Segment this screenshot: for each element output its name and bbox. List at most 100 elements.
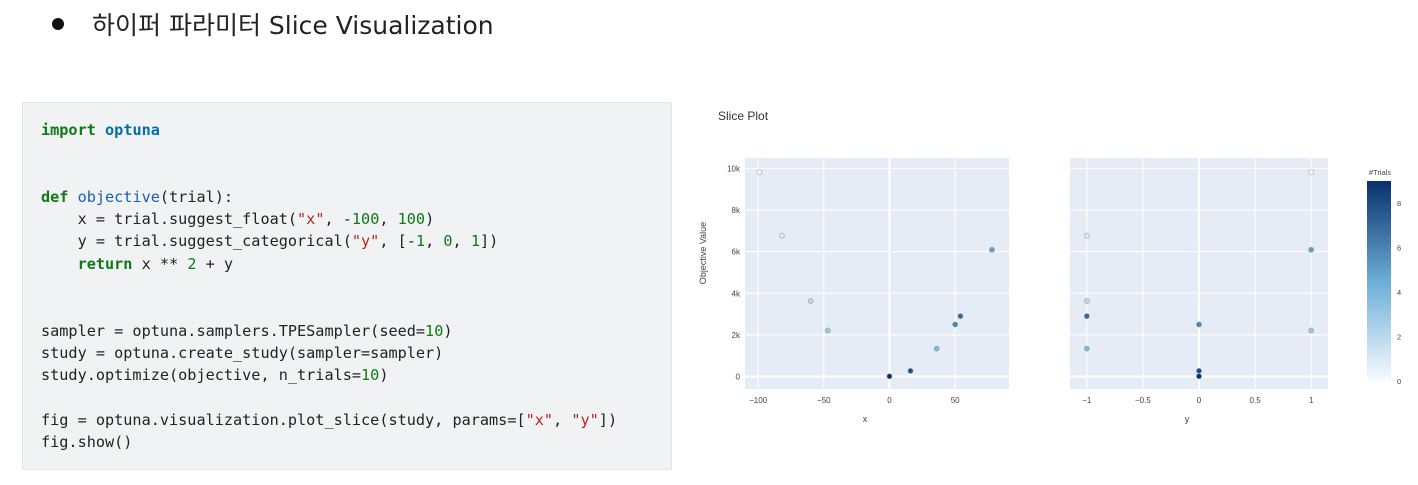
- code-token: return: [77, 254, 133, 273]
- code-token: 1: [470, 232, 480, 251]
- scatter-point: [886, 373, 893, 380]
- code-token: 100: [397, 210, 426, 229]
- scatter-point: [952, 321, 959, 328]
- scatter-point: [1308, 327, 1315, 334]
- code-token: "y": [571, 410, 599, 429]
- code-token: optuna: [105, 121, 160, 139]
- code-token: [96, 121, 105, 139]
- code-line: import optuna: [41, 121, 160, 139]
- code-token: [68, 188, 77, 206]
- plot-area: [745, 158, 1009, 389]
- code-token: fig = optuna.visualization.plot_slice(st…: [41, 410, 526, 429]
- x-tick-label: −100: [749, 396, 768, 405]
- scatter-point: [1196, 373, 1202, 380]
- scatter-point: [933, 345, 940, 352]
- code-token: 10: [425, 321, 444, 340]
- scatter-point: [1308, 246, 1315, 253]
- x-tick-label: −1: [1082, 396, 1092, 405]
- colorbar-tick-label: 0: [1397, 377, 1401, 386]
- x-tick-label: 50: [951, 396, 960, 405]
- code-token: , -: [324, 210, 352, 229]
- y-tick-label: 4k: [732, 289, 741, 298]
- code-token: "x": [525, 410, 554, 429]
- code-token: 2: [187, 254, 197, 273]
- code-token: [41, 255, 78, 273]
- code-line: def objective(trial):: [41, 188, 233, 206]
- code-line: y = trial.suggest_categorical("y", [-1, …: [41, 232, 499, 251]
- code-token: ]): [479, 232, 499, 251]
- slide-heading: 하이퍼 파라미터 Slice Visualization: [52, 6, 494, 42]
- y-tick-label: 0: [736, 373, 741, 382]
- code-token: ]): [598, 410, 618, 429]
- code-token: ): [425, 210, 435, 229]
- y-tick-label: 6k: [732, 248, 741, 257]
- code-token: 1: [415, 232, 426, 251]
- scatter-point: [1083, 232, 1090, 239]
- scatter-point: [778, 232, 785, 239]
- code-token: objective: [77, 187, 160, 206]
- code-token: ,: [425, 232, 444, 251]
- code-line: study.optimize(objective, n_trials=10): [41, 366, 388, 384]
- code-token: import: [41, 121, 96, 139]
- y-tick-label: 8k: [732, 206, 741, 215]
- code-token: y = trial.suggest_categorical(: [41, 232, 352, 251]
- scatter-point: [1083, 298, 1090, 304]
- code-token: ): [443, 321, 453, 340]
- scatter-point: [756, 169, 763, 176]
- code-token: ,: [379, 210, 398, 229]
- y-tick-label: 2k: [732, 331, 741, 340]
- scatter-point: [989, 246, 995, 253]
- y-axis-label: Objective Value: [698, 222, 708, 284]
- colorbar-tick-label: 4: [1397, 288, 1401, 297]
- y-tick-label: 10k: [727, 164, 741, 173]
- x-tick-label: −50: [817, 396, 831, 405]
- scatter-point: [1196, 321, 1202, 328]
- code-token: 0: [443, 232, 453, 251]
- code-line: fig = optuna.visualization.plot_slice(st…: [41, 411, 617, 429]
- colorbar-tick-label: 6: [1397, 244, 1401, 253]
- code-token: study.optimize(objective, n_trials=: [41, 366, 362, 385]
- x-tick-label: 0: [887, 396, 892, 405]
- code-token: study = optuna.create_study(sampler=samp…: [41, 343, 444, 362]
- code-token: ,: [553, 410, 572, 429]
- code-line: study = optuna.create_study(sampler=samp…: [41, 344, 443, 362]
- scatter-point: [1083, 345, 1090, 352]
- colorbar: [1367, 181, 1391, 381]
- slice-plot-chart: Slice Plot Objective Value −100 −50 0 50 0 2k 4k…: [698, 109, 1401, 424]
- x-tick-label: 1: [1309, 396, 1314, 405]
- code-line: x = trial.suggest_float("x", -100, 100): [41, 210, 435, 229]
- code-line: return x ** 2 + y: [41, 255, 233, 273]
- scatter-point: [957, 313, 964, 320]
- code-token: (trial):: [159, 187, 234, 206]
- code-line: fig.show(): [41, 433, 132, 451]
- code-token: x **: [132, 254, 188, 273]
- code-token: "x": [297, 210, 325, 229]
- code-token: ): [379, 366, 389, 385]
- scatter-point: [824, 327, 831, 334]
- code-token: sampler = optuna.samplers.TPESampler(see…: [41, 321, 426, 340]
- code-token: "y": [351, 232, 380, 251]
- colorbar-tick-label: 2: [1397, 333, 1401, 342]
- code-token: def: [41, 187, 69, 206]
- bullet-icon: [52, 18, 64, 30]
- code-token: 10: [361, 366, 380, 385]
- code-token: , [-: [379, 232, 416, 251]
- code-token: fig.show(): [41, 433, 133, 452]
- x-tick-label: 0.5: [1250, 396, 1262, 405]
- x-axis-label: x: [863, 414, 868, 424]
- code-line: sampler = optuna.samplers.TPESampler(see…: [41, 322, 453, 340]
- code-token: x = trial.suggest_float(: [41, 210, 298, 229]
- code-token: + y: [196, 254, 234, 273]
- x-tick-label: −0.5: [1135, 396, 1151, 405]
- scatter-point: [1196, 367, 1202, 374]
- code-token: 100: [351, 210, 380, 229]
- x-axis-label: y: [1185, 414, 1190, 424]
- scatter-point: [907, 367, 914, 374]
- code-token: ,: [452, 232, 471, 251]
- colorbar-tick-label: 8: [1397, 199, 1401, 208]
- slide-title: 하이퍼 파라미터 Slice Visualization: [92, 11, 494, 40]
- chart-title: Slice Plot: [718, 109, 769, 123]
- colorbar-title: #Trials: [1369, 168, 1391, 177]
- scatter-point: [807, 298, 814, 304]
- code-block: import optuna def objective(trial): x = …: [41, 119, 617, 453]
